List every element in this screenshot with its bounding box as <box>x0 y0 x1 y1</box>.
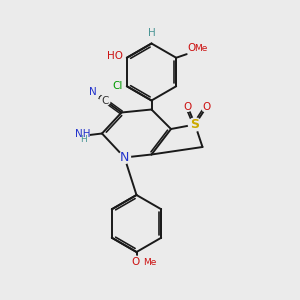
Text: HO: HO <box>107 51 123 61</box>
Text: Me: Me <box>194 44 208 53</box>
Text: O: O <box>202 102 211 112</box>
Text: H: H <box>80 135 86 144</box>
Text: O: O <box>132 257 140 267</box>
Text: Cl: Cl <box>113 81 123 91</box>
Text: S: S <box>190 118 200 131</box>
Text: N: N <box>89 87 97 97</box>
Circle shape <box>188 118 202 131</box>
Circle shape <box>130 256 142 268</box>
Circle shape <box>76 129 89 142</box>
Circle shape <box>202 102 211 112</box>
Text: O: O <box>188 43 196 53</box>
Text: C: C <box>101 95 109 106</box>
Text: H: H <box>148 28 155 38</box>
Text: Me: Me <box>143 258 157 267</box>
Circle shape <box>100 95 110 106</box>
Text: O: O <box>183 101 192 112</box>
Circle shape <box>118 152 130 164</box>
Circle shape <box>88 87 98 97</box>
Text: N: N <box>120 151 129 164</box>
Text: NH: NH <box>75 129 90 139</box>
Circle shape <box>183 102 192 111</box>
